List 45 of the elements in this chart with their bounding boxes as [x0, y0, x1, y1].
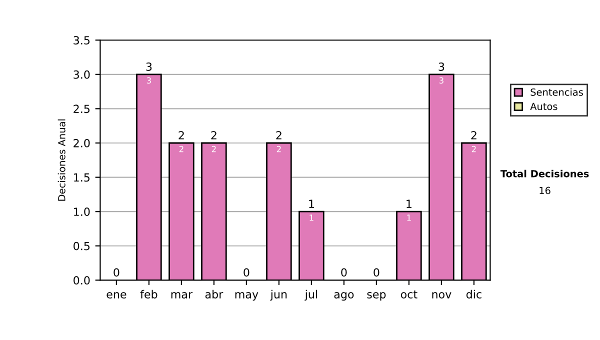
data-label: 2 [212, 146, 216, 152]
x-tick-label: ene [106, 292, 126, 298]
x-tick-label: ago [334, 292, 354, 301]
data-label: 1 [310, 214, 314, 221]
total-label: 2 [471, 131, 476, 140]
text: Total Decisiones [500, 170, 589, 178]
data-label: 3 [146, 77, 151, 84]
total-label: 3 [438, 62, 444, 71]
text: 16 [540, 186, 550, 194]
y-tick-label: 2.5 [74, 104, 90, 114]
total-label: 0 [244, 268, 250, 277]
y-tick-label: 3.0 [74, 70, 90, 79]
y-axis-title: Decisiones Anual [58, 119, 66, 201]
total-label: 2 [211, 131, 216, 140]
total-label: 2 [178, 131, 184, 140]
data-label: 2 [276, 146, 281, 152]
total-label: 0 [341, 268, 347, 277]
data-label: 3 [439, 77, 444, 84]
legend-label: Autos [530, 102, 558, 110]
x-tick-label: jul [304, 290, 318, 301]
total-label: 2 [276, 131, 282, 140]
y-tick-label: 0.0 [74, 276, 90, 285]
x-tick-label: abr [205, 290, 224, 298]
data-label: 2 [472, 146, 476, 152]
x-tick-label: feb [140, 290, 158, 298]
total-label: 1 [406, 200, 412, 208]
total-label: 3 [146, 62, 152, 71]
x-tick-label: sep [367, 292, 386, 301]
total-label: 0 [374, 268, 380, 277]
legend-label: Sentencias [530, 88, 583, 96]
total-label: 1 [309, 200, 314, 208]
y-tick-label: 3.5 [74, 36, 90, 44]
y-tick-label: 2.0 [74, 138, 90, 148]
y-tick-label: 1.5 [74, 173, 90, 182]
x-tick-label: nov [432, 292, 452, 298]
x-tick-label: oct [400, 290, 418, 298]
data-label: 1 [407, 214, 411, 221]
y-tick-label: 0.5 [74, 242, 90, 250]
x-tick-label: dic [466, 290, 482, 298]
x-tick-label: mar [171, 292, 193, 298]
x-tick-label: may [235, 292, 258, 301]
y-tick-label: 1.0 [74, 208, 90, 216]
total-label: 0 [114, 268, 120, 277]
x-tick-label: jun [270, 290, 287, 301]
data-label: 2 [179, 146, 184, 152]
